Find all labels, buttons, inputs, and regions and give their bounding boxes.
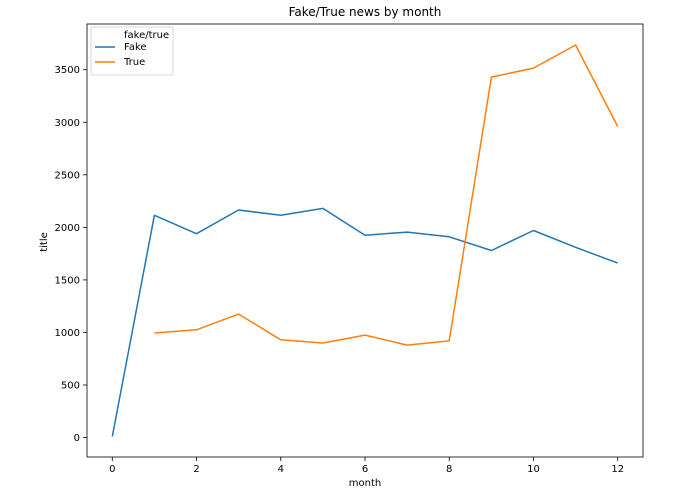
x-tick-label: 4 xyxy=(278,464,284,475)
series-line-true xyxy=(154,44,619,346)
y-tick-label: 3500 xyxy=(55,65,80,76)
y-tick-label: 3000 xyxy=(55,118,80,129)
x-tick-label: 8 xyxy=(446,464,452,475)
chart-title: Fake/True news by month xyxy=(289,5,442,19)
x-tick-label: 2 xyxy=(193,464,199,475)
series-line-fake xyxy=(111,207,618,437)
y-tick-label: 2500 xyxy=(55,170,80,181)
legend-title: fake/true xyxy=(124,30,169,41)
y-axis-label: title xyxy=(39,232,50,252)
y-tick-label: 2000 xyxy=(55,223,80,234)
plot-area: 0 2 4 6 8 10 12 0 500 1000 1500 2000 2500 3000 3500 xyxy=(55,23,644,475)
y-tick-label: 0 xyxy=(74,433,80,444)
legend-label-true: True xyxy=(123,57,145,68)
y-tick-label: 1500 xyxy=(55,275,80,286)
x-tick-label: 0 xyxy=(109,464,115,475)
y-tick-label: 1000 xyxy=(55,328,80,339)
legend-label-fake: Fake xyxy=(124,42,147,53)
x-axis-label: month xyxy=(349,478,381,489)
legend-box xyxy=(90,26,174,76)
x-tick-label: 10 xyxy=(527,464,540,475)
x-tick-label: 6 xyxy=(362,464,368,475)
y-tick-label: 500 xyxy=(61,381,80,392)
x-tick-label: 12 xyxy=(611,464,624,475)
